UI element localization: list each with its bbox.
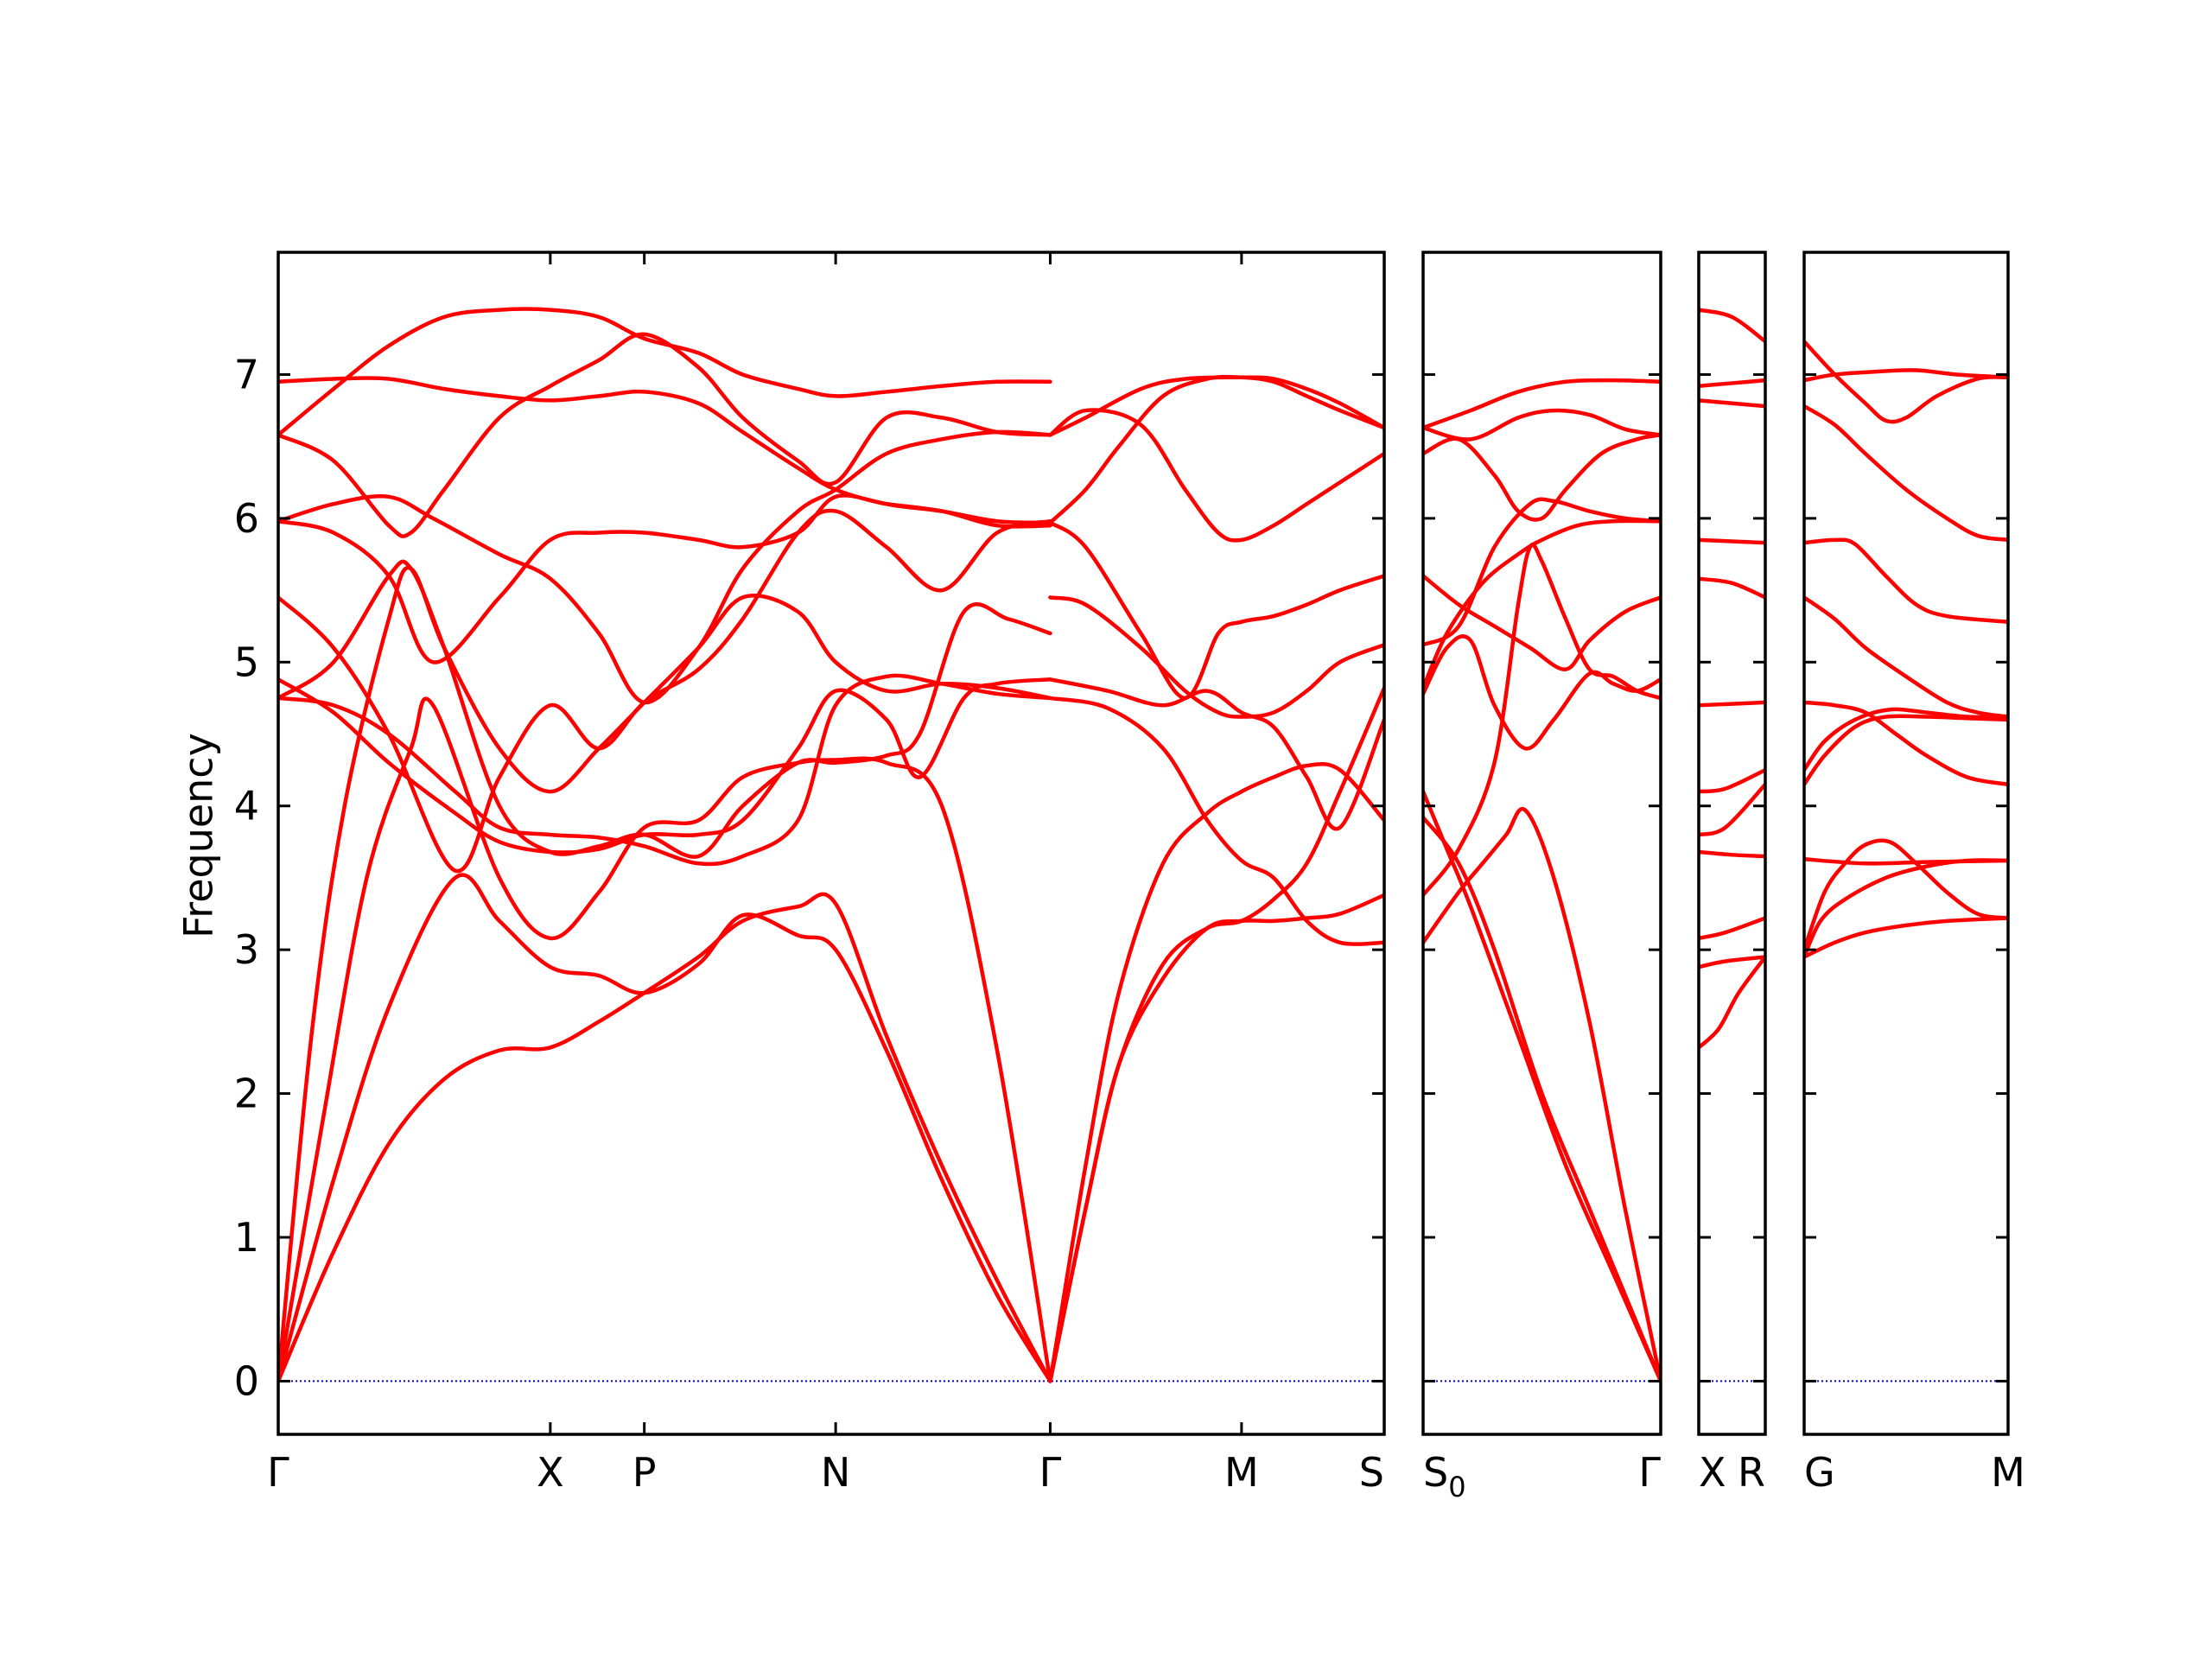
band-line — [1423, 378, 1661, 430]
k-point-label: Γ — [1039, 1449, 1062, 1496]
y-tick-label: 2 — [234, 1071, 259, 1117]
band-line — [1804, 537, 2008, 624]
y-tick-label: 6 — [234, 495, 259, 542]
band-line — [1804, 339, 2008, 424]
band-line — [1699, 378, 1765, 389]
band-line — [1804, 857, 2008, 866]
k-point-label: S — [1359, 1449, 1384, 1496]
panel-0 — [276, 251, 1386, 1436]
panel-frame — [276, 251, 1386, 1436]
k-point-label: P — [632, 1449, 657, 1496]
band-line — [1048, 520, 1384, 701]
band-line — [278, 429, 1052, 705]
band-line — [1423, 634, 1661, 751]
band-line — [1699, 849, 1765, 859]
band-line — [1699, 576, 1765, 600]
k-point-label: X — [537, 1449, 564, 1496]
band-line — [1048, 595, 1384, 719]
band-line — [1423, 408, 1661, 442]
band-line — [1699, 537, 1765, 545]
panel-1 — [1421, 251, 1662, 1436]
band-line — [1804, 714, 2008, 787]
y-tick-label: 0 — [234, 1357, 259, 1404]
y-tick-label: 4 — [234, 783, 259, 830]
band-line — [1699, 308, 1765, 344]
band-line — [278, 376, 1052, 525]
band-line — [278, 559, 1052, 859]
panel-frame — [1697, 251, 1767, 1436]
band-line — [1699, 782, 1765, 837]
band-line — [1804, 404, 2008, 543]
band-line — [1804, 368, 2008, 383]
y-tick-label: 1 — [234, 1214, 259, 1261]
band-line — [1423, 815, 1661, 1383]
band-line — [278, 873, 1052, 1383]
band-line — [1423, 497, 1661, 647]
band-line — [1699, 700, 1765, 708]
k-point-label: M — [1224, 1449, 1259, 1496]
band-line — [1804, 707, 2008, 772]
band-line — [1048, 408, 1384, 543]
band-line — [1804, 838, 2008, 952]
band-line — [1804, 595, 2008, 719]
band-line — [1423, 574, 1661, 671]
y-tick-label: 5 — [234, 639, 259, 685]
k-point-label: Γ — [1638, 1449, 1661, 1496]
band-line — [278, 677, 1052, 855]
band-line — [278, 673, 1052, 867]
band-line — [1804, 700, 2008, 787]
band-line — [278, 493, 1052, 664]
y-tick-label: 3 — [234, 926, 259, 973]
band-line — [1699, 398, 1765, 409]
k-point-label: N — [821, 1449, 850, 1496]
band-line — [1699, 767, 1765, 794]
y-tick-label: 7 — [234, 351, 259, 397]
k-point-label: M — [1991, 1449, 2025, 1496]
k-point-label: Γ — [267, 1449, 289, 1496]
band-line — [278, 307, 1052, 437]
band-line — [1048, 696, 1384, 946]
k-point-label: X — [1699, 1449, 1726, 1496]
band-line — [1699, 955, 1765, 969]
band-line — [1699, 955, 1765, 1050]
y-axis-label: Frequency — [175, 733, 222, 938]
k-point-label: G — [1804, 1449, 1835, 1496]
k-point-label: R — [1738, 1449, 1765, 1496]
band-line — [278, 696, 1052, 1383]
band-line — [278, 332, 1052, 538]
panel-frame — [1802, 251, 2010, 1436]
band-line — [1423, 806, 1661, 1383]
band-line — [1048, 686, 1384, 1383]
band-line — [1423, 518, 1661, 690]
band-line — [1423, 543, 1661, 898]
panel-3 — [1802, 251, 2010, 1436]
band-line — [1423, 433, 1661, 522]
band-line — [1804, 916, 2008, 959]
band-line — [278, 892, 1052, 1383]
panel-2 — [1697, 251, 1767, 1436]
band-line — [1048, 761, 1384, 1383]
band-line — [1048, 374, 1384, 525]
panel-frame — [1421, 251, 1662, 1436]
band-line — [1423, 789, 1661, 1383]
band-line — [1699, 916, 1765, 941]
k-point-label: S0 — [1423, 1449, 1466, 1503]
